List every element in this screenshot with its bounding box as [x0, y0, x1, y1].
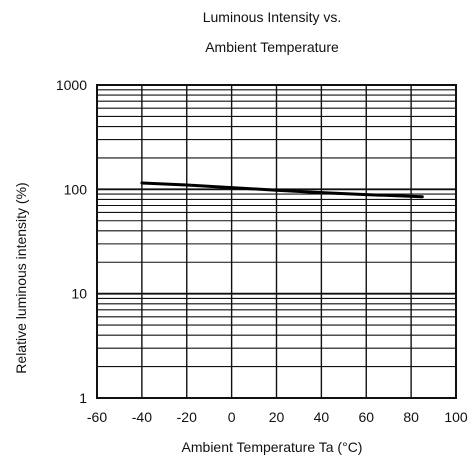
- x-tick-label: -20: [177, 409, 197, 425]
- y-tick-labels: 1 10 100 1000: [56, 77, 87, 406]
- y-axis-label: Relative luminous intensity (%): [13, 182, 29, 373]
- series-line-1: [140, 181, 424, 199]
- plot-frame: [96, 84, 457, 399]
- x-tick-label: 20: [269, 409, 285, 425]
- x-tick-label: 0: [228, 409, 236, 425]
- y-tick-label: 1: [79, 390, 87, 406]
- y-tick-label: 1000: [56, 77, 87, 93]
- chart-title-line-1: Luminous Intensity vs.: [203, 9, 342, 25]
- x-tick-label: 100: [444, 409, 468, 425]
- x-tick-label: 40: [314, 409, 330, 425]
- y-tick-label: 100: [64, 181, 88, 197]
- grid-lines: [97, 85, 456, 398]
- y-tick-label: 10: [71, 286, 87, 302]
- series-layer: [140, 181, 424, 199]
- x-tick-label: 80: [403, 409, 419, 425]
- x-tick-label: -60: [87, 409, 107, 425]
- chart-title-line-2: Ambient Temperature: [205, 39, 339, 55]
- x-axis-label: Ambient Temperature Ta (°C): [182, 439, 363, 455]
- x-tick-labels: -60 -40 -20 0 20 40 60 80 100: [87, 409, 468, 425]
- x-tick-label: 60: [358, 409, 374, 425]
- x-tick-label: -40: [132, 409, 152, 425]
